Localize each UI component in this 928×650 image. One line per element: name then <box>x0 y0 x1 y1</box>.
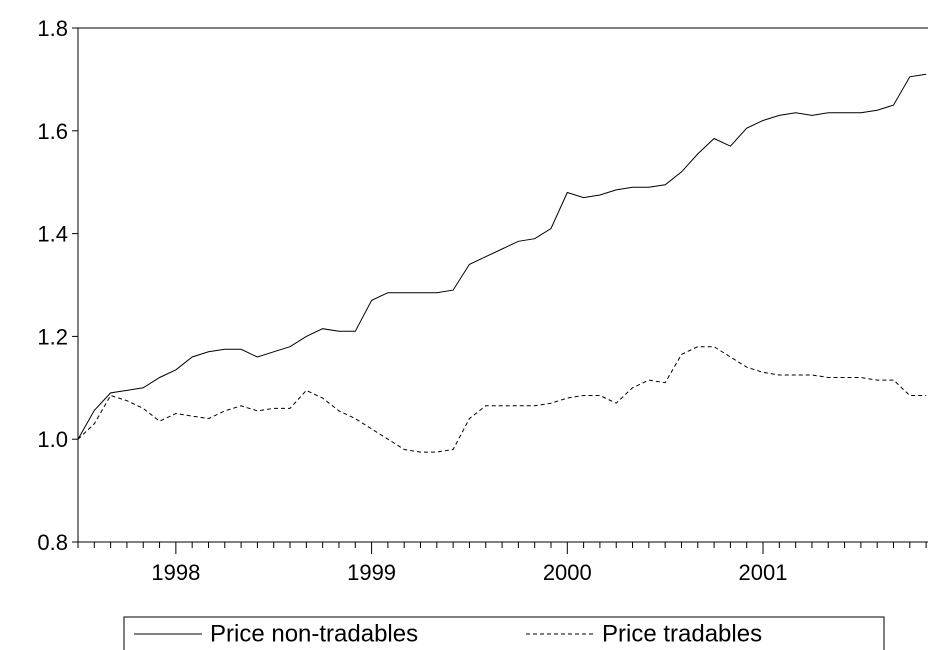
legend-label: Price non-tradables <box>210 620 418 647</box>
x-tick-label: 2000 <box>543 560 592 585</box>
y-tick-label: 1.0 <box>37 427 68 452</box>
y-tick-label: 1.8 <box>37 16 68 41</box>
y-tick-label: 1.6 <box>37 119 68 144</box>
legend-label: Price tradables <box>602 620 762 647</box>
y-tick-label: 1.4 <box>37 222 68 247</box>
x-tick-label: 2001 <box>739 560 788 585</box>
y-tick-label: 1.2 <box>37 324 68 349</box>
series-line <box>77 346 927 453</box>
x-tick-label: 1999 <box>347 560 396 585</box>
legend-box <box>123 616 885 650</box>
series-line <box>77 73 927 440</box>
x-tick-label: 1998 <box>151 560 200 585</box>
y-tick-label: 0.8 <box>37 530 68 555</box>
plot-frame <box>77 27 928 543</box>
